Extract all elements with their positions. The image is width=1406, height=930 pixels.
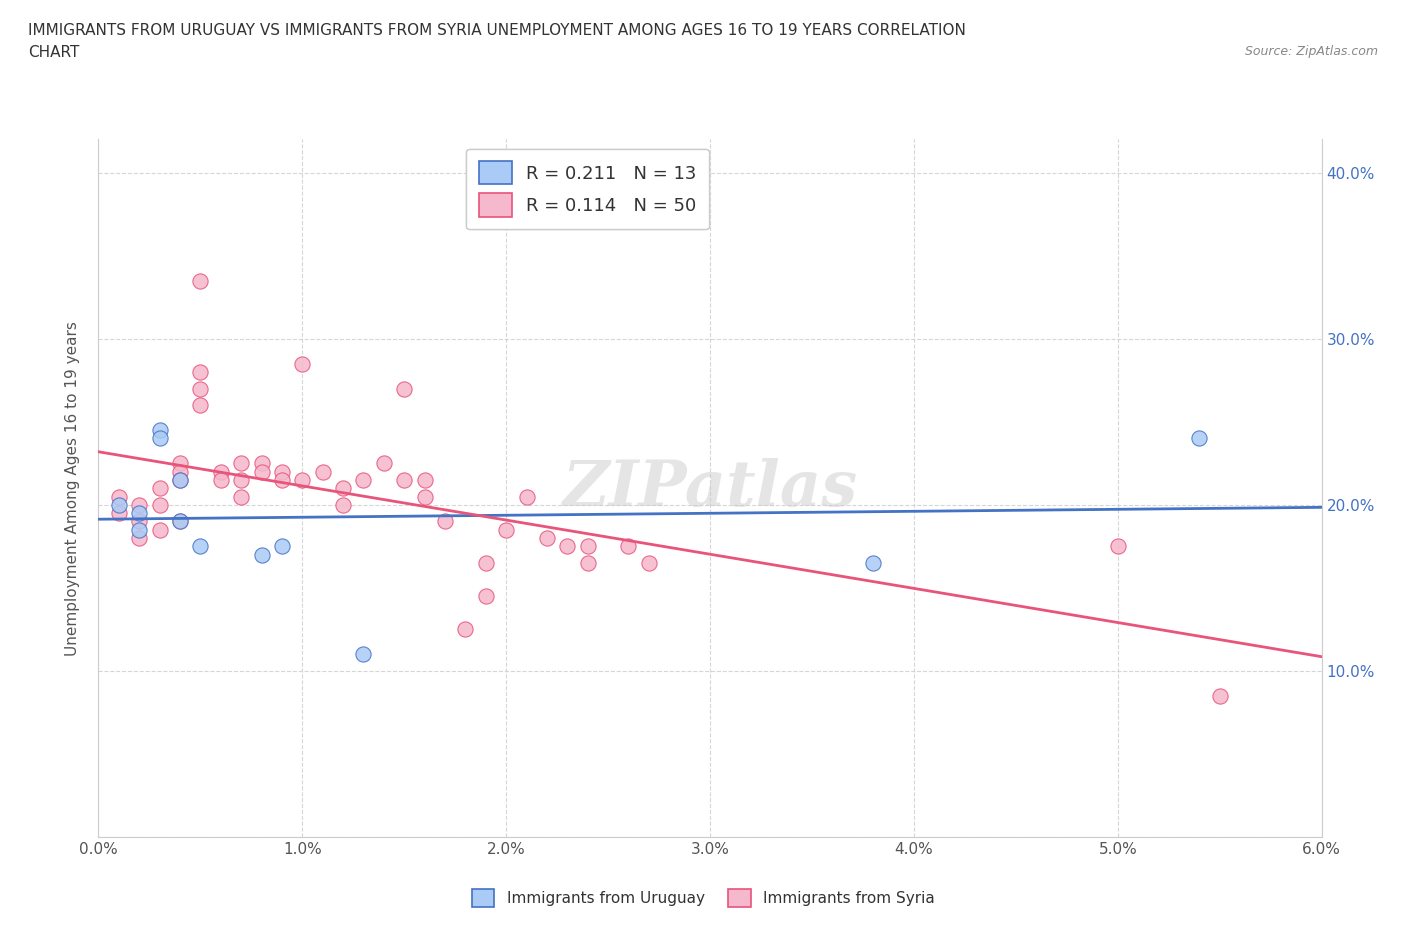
Point	[454, 622, 477, 637]
Point	[392, 472, 416, 487]
Point	[128, 506, 150, 521]
Point	[128, 514, 150, 529]
Point	[149, 498, 172, 512]
Point	[209, 472, 232, 487]
Point	[108, 489, 131, 504]
Point	[352, 647, 374, 662]
Point	[149, 431, 172, 445]
Point	[149, 422, 172, 438]
Point	[128, 531, 150, 546]
Point	[413, 489, 436, 504]
Point	[169, 514, 191, 529]
Point	[373, 456, 395, 471]
Point	[250, 456, 273, 471]
Point	[188, 365, 212, 379]
Point	[169, 464, 191, 479]
Point	[188, 398, 212, 413]
Point	[149, 481, 172, 496]
Point	[413, 472, 436, 487]
Point	[231, 489, 253, 504]
Point	[352, 472, 374, 487]
Point	[270, 464, 292, 479]
Text: 50: 50	[668, 185, 692, 203]
Point	[231, 456, 253, 471]
Point	[392, 381, 416, 396]
Point	[270, 472, 292, 487]
Point	[108, 498, 131, 512]
Text: CHART: CHART	[28, 45, 80, 60]
Point	[128, 523, 150, 538]
Point	[291, 472, 314, 487]
Text: ZIPatlas: ZIPatlas	[562, 458, 858, 519]
Point	[231, 472, 253, 487]
Point	[555, 539, 579, 554]
Point	[169, 456, 191, 471]
Y-axis label: Unemployment Among Ages 16 to 19 years: Unemployment Among Ages 16 to 19 years	[65, 321, 80, 656]
Point	[576, 539, 599, 554]
Text: IMMIGRANTS FROM URUGUAY VS IMMIGRANTS FROM SYRIA UNEMPLOYMENT AMONG AGES 16 TO 1: IMMIGRANTS FROM URUGUAY VS IMMIGRANTS FR…	[28, 23, 966, 38]
Point	[188, 381, 212, 396]
Point	[536, 531, 558, 546]
Point	[270, 539, 292, 554]
Point	[474, 589, 498, 604]
Text: 13: 13	[668, 157, 692, 175]
Point	[433, 514, 456, 529]
Point	[128, 498, 150, 512]
Point	[169, 472, 191, 487]
Legend: Immigrants from Uruguay, Immigrants from Syria: Immigrants from Uruguay, Immigrants from…	[465, 884, 941, 913]
Point	[617, 539, 640, 554]
Point	[1188, 431, 1211, 445]
Point	[332, 498, 354, 512]
Point	[1208, 688, 1232, 703]
Point	[169, 472, 191, 487]
Point	[291, 356, 314, 371]
Text: Source: ZipAtlas.com: Source: ZipAtlas.com	[1244, 45, 1378, 58]
Legend: R = 0.211   N = 13, R = 0.114   N = 50: R = 0.211 N = 13, R = 0.114 N = 50	[467, 149, 709, 229]
Point	[495, 523, 517, 538]
Point	[474, 555, 498, 570]
Point	[188, 539, 212, 554]
Point	[311, 464, 335, 479]
Point	[149, 523, 172, 538]
Point	[250, 464, 273, 479]
Point	[332, 481, 354, 496]
Point	[188, 273, 212, 288]
Point	[209, 464, 232, 479]
Point	[862, 555, 884, 570]
Point	[169, 514, 191, 529]
Point	[576, 555, 599, 570]
Point	[637, 555, 661, 570]
Point	[516, 489, 538, 504]
Point	[250, 547, 273, 562]
Point	[1107, 539, 1129, 554]
Point	[108, 506, 131, 521]
